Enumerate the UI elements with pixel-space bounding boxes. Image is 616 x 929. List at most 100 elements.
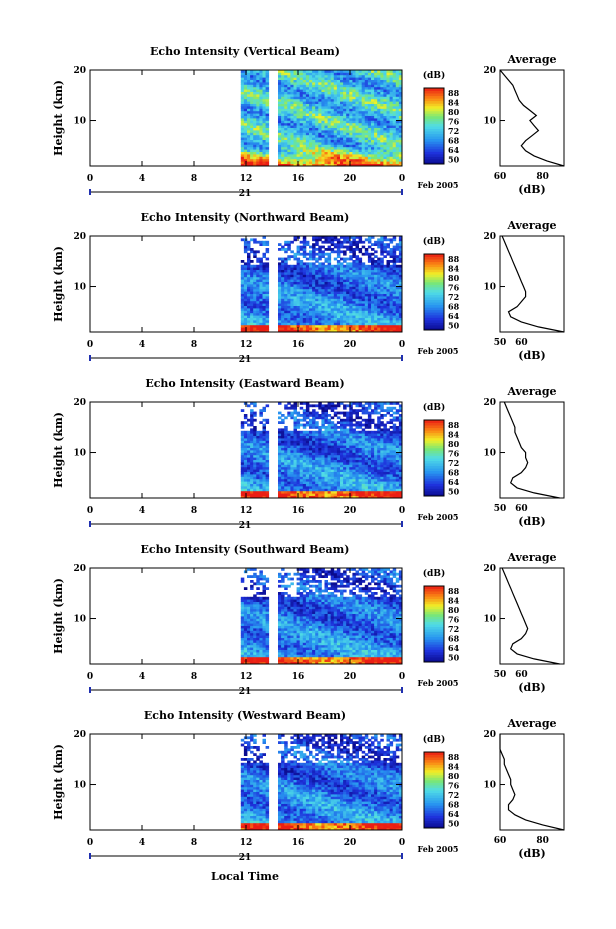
heatmap-cell bbox=[367, 146, 372, 150]
heatmap-cell bbox=[287, 149, 291, 152]
heatmap-cell bbox=[398, 291, 403, 294]
heatmap-cell bbox=[247, 469, 251, 472]
heatmap-cell bbox=[324, 238, 328, 242]
heatmap-cell bbox=[293, 411, 297, 415]
heatmap-cell bbox=[340, 113, 344, 116]
heatmap-cell bbox=[253, 447, 257, 451]
heatmap-cell bbox=[262, 240, 266, 244]
heatmap-cell bbox=[262, 79, 266, 83]
heatmap-cell bbox=[398, 250, 403, 254]
heatmap-cell bbox=[343, 476, 347, 480]
heatmap-cell bbox=[364, 267, 369, 270]
heatmap-cell bbox=[287, 106, 291, 109]
heatmap-cell bbox=[380, 72, 384, 76]
heatmap-cell bbox=[333, 91, 338, 95]
heatmap-cell bbox=[284, 130, 288, 133]
heatmap-cell bbox=[386, 262, 390, 266]
heatmap-cell bbox=[321, 409, 325, 412]
heatmap-cell bbox=[284, 276, 288, 280]
heatmap-cell bbox=[377, 106, 381, 109]
heatmap-cell bbox=[349, 418, 353, 422]
heatmap-cell bbox=[321, 84, 325, 88]
heatmap-cell bbox=[284, 440, 288, 444]
heatmap-cell bbox=[278, 469, 282, 472]
heatmap-cell bbox=[296, 312, 301, 316]
heatmap-cell bbox=[312, 163, 316, 167]
heatmap-cell bbox=[374, 96, 378, 100]
heatmap-cell bbox=[287, 481, 291, 484]
heatmap-cell bbox=[240, 154, 245, 157]
heatmap-cell bbox=[309, 262, 313, 266]
heatmap-cell bbox=[364, 108, 369, 112]
heatmap-cell bbox=[330, 469, 335, 472]
heatmap-cell bbox=[296, 252, 301, 256]
heatmap-cell bbox=[318, 156, 322, 160]
heatmap-cell bbox=[374, 118, 378, 121]
heatmap-cell bbox=[333, 296, 338, 299]
heatmap-cell bbox=[364, 144, 369, 148]
heatmap-cell bbox=[352, 308, 356, 311]
heatmap-cell bbox=[327, 481, 332, 484]
heatmap-cell bbox=[309, 139, 313, 143]
heatmap-cell bbox=[371, 286, 375, 290]
heatmap-cell bbox=[340, 402, 344, 405]
heatmap-cell bbox=[262, 264, 266, 268]
heatmap-cell bbox=[383, 320, 387, 323]
heatmap-cell bbox=[358, 281, 363, 285]
heatmap-cell bbox=[256, 103, 260, 107]
heatmap-cell bbox=[296, 421, 301, 424]
heatmap-cell bbox=[327, 137, 332, 140]
heatmap-cell bbox=[383, 161, 387, 164]
colorbar-segment bbox=[424, 98, 444, 102]
heatmap-cell bbox=[343, 315, 347, 318]
heatmap-cell bbox=[327, 82, 332, 85]
heatmap-cell bbox=[330, 430, 335, 434]
heatmap-cell bbox=[250, 98, 254, 102]
heatmap-cell bbox=[367, 327, 372, 330]
heatmap-cell bbox=[299, 72, 304, 76]
heatmap-cell bbox=[262, 481, 266, 484]
heatmap-cell bbox=[367, 281, 372, 285]
heatmap-cell bbox=[352, 113, 356, 116]
heatmap-cell bbox=[352, 252, 356, 256]
heatmap-cell bbox=[253, 161, 257, 164]
heatmap-cell bbox=[240, 279, 245, 282]
heatmap-cell bbox=[299, 327, 304, 330]
heatmap-cell bbox=[340, 310, 344, 314]
heatmap-cell bbox=[247, 267, 251, 270]
heatmap-cell bbox=[302, 324, 307, 328]
heatmap-cell bbox=[355, 122, 359, 126]
heatmap-cell bbox=[315, 132, 319, 136]
colorbar-unit: (dB) bbox=[423, 236, 445, 247]
heatmap-cell bbox=[321, 414, 325, 417]
heatmap-cell bbox=[312, 250, 316, 254]
heatmap-cell bbox=[259, 291, 263, 294]
heatmap-cell bbox=[392, 134, 397, 138]
heatmap-cell bbox=[305, 303, 310, 306]
heatmap-cell bbox=[296, 98, 301, 102]
heatmap-cell bbox=[253, 110, 257, 114]
heatmap-cell bbox=[259, 260, 263, 263]
heatmap-cell bbox=[321, 452, 325, 456]
heatmap-cell bbox=[281, 493, 285, 496]
heatmap-cell bbox=[343, 320, 347, 323]
heatmap-cell bbox=[377, 274, 381, 278]
heatmap-cell bbox=[327, 459, 332, 463]
heatmap-cell bbox=[318, 98, 322, 102]
heatmap-cell bbox=[262, 86, 266, 90]
heatmap-cell bbox=[343, 142, 347, 145]
heatmap-cell bbox=[352, 262, 356, 266]
heatmap-cell bbox=[315, 94, 319, 97]
heatmap-cell bbox=[355, 264, 359, 268]
heatmap-cell bbox=[389, 139, 394, 143]
heatmap-cell bbox=[290, 493, 294, 496]
heatmap-cell bbox=[312, 442, 316, 446]
heatmap-cell bbox=[299, 281, 304, 285]
heatmap-cell bbox=[296, 94, 301, 97]
heatmap-cell bbox=[395, 154, 400, 157]
heatmap-cell bbox=[293, 79, 297, 83]
heatmap-cell bbox=[240, 137, 245, 140]
heatmap-cell bbox=[395, 291, 400, 294]
heatmap-cell bbox=[243, 486, 248, 489]
heatmap-cell bbox=[383, 151, 387, 155]
